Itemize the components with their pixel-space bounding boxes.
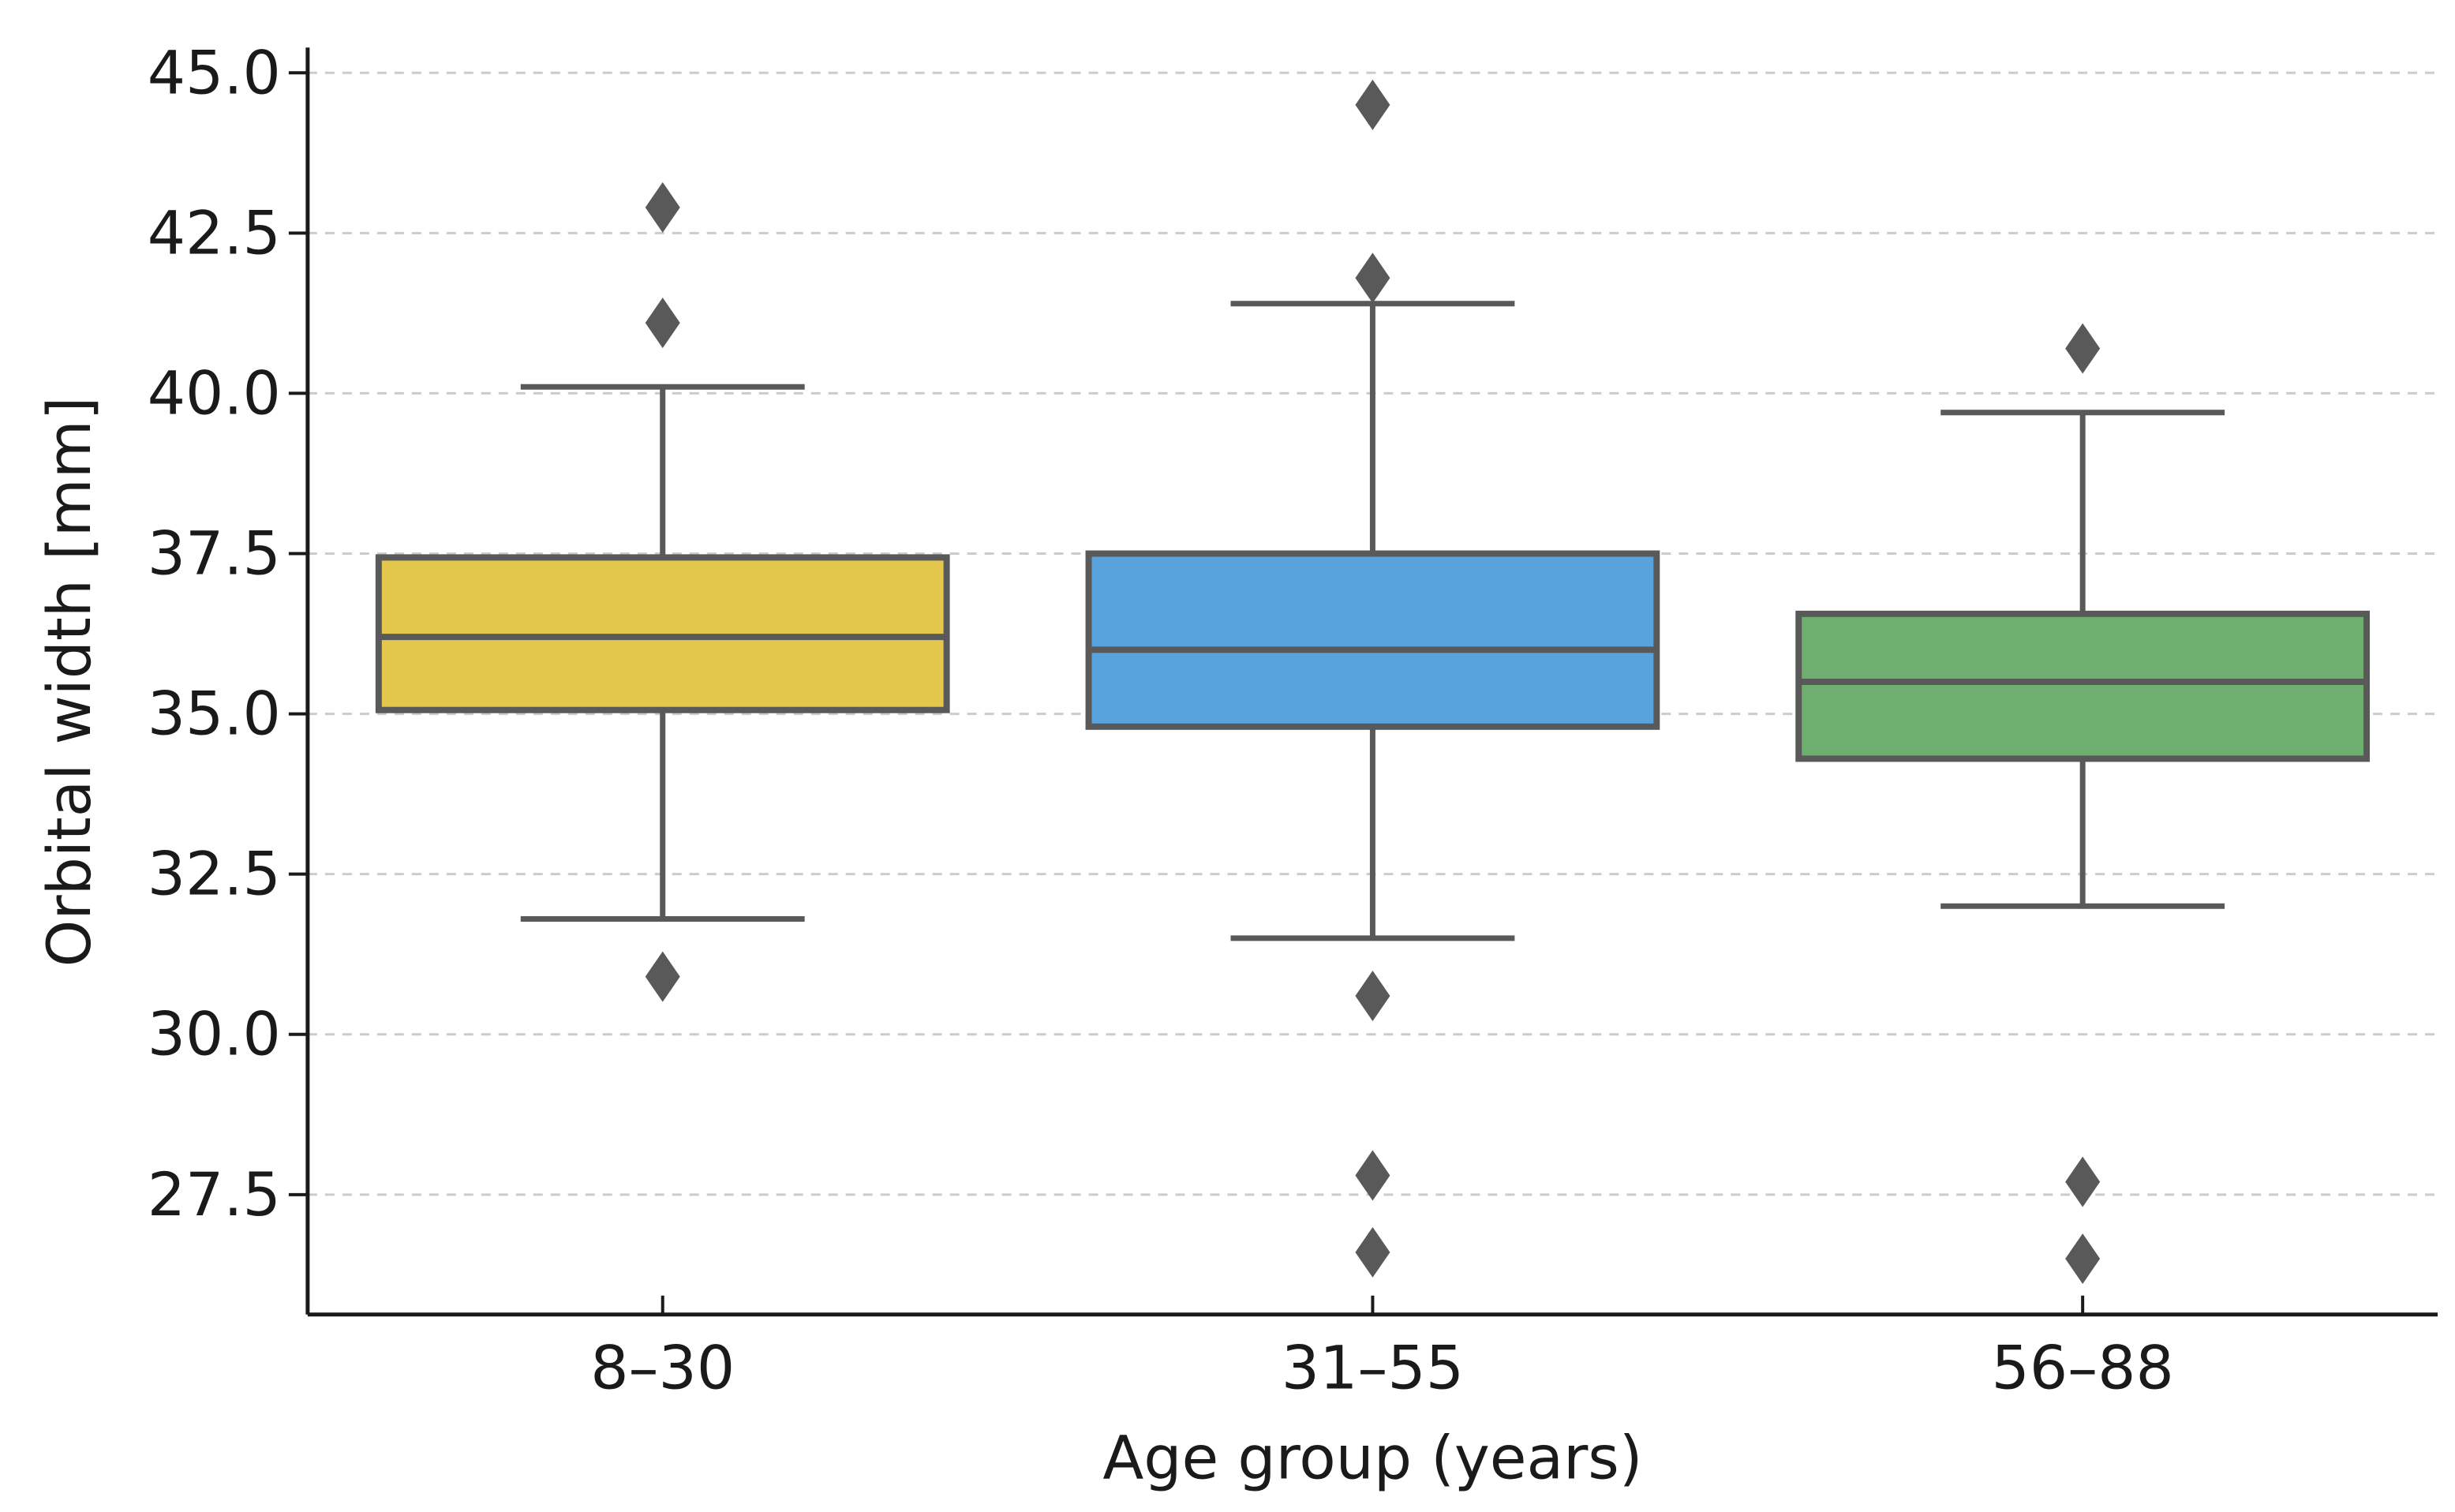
y-tick-label: 35.0 [148, 679, 281, 749]
iqr-box [375, 554, 950, 713]
box-31–55 [1085, 79, 1660, 1278]
iqr-box [1795, 610, 2371, 762]
outlier-point [1355, 253, 1390, 304]
outlier-point [1355, 1226, 1390, 1278]
x-tick-label: 31–55 [1282, 1333, 1464, 1403]
y-tick-label: 32.5 [148, 839, 281, 909]
box-8–30 [375, 182, 950, 1002]
y-axis-label: Orbital width [mm] [34, 397, 104, 967]
y-tick-label: 30.0 [148, 999, 281, 1069]
x-axis-label: Age group (years) [1102, 1423, 1642, 1493]
y-tick-label: 27.5 [148, 1159, 281, 1229]
outlier-point [645, 298, 680, 349]
iqr-box [1085, 550, 1660, 730]
outlier-point [1355, 1150, 1390, 1201]
x-tick-label: 8–30 [590, 1333, 735, 1403]
x-tick-label: 56–88 [1991, 1333, 2173, 1403]
outlier-point [2065, 1233, 2101, 1285]
boxes [375, 79, 2371, 1285]
outlier-point [1355, 971, 1390, 1021]
box-56–88 [1795, 323, 2371, 1285]
x-ticks: 8–30 31–55 56–88 [590, 1295, 2174, 1403]
y-tick-label: 42.5 [148, 197, 281, 268]
outlier-point [2065, 323, 2101, 374]
outlier-point [645, 951, 680, 1002]
outlier-point [2065, 1156, 2101, 1207]
outlier-point [1355, 79, 1390, 130]
y-tick-label: 40.0 [148, 357, 281, 428]
outlier-point [645, 182, 680, 233]
y-ticks: 27.5 30.0 32.5 35.0 37.5 40.0 42.5 45.0 [148, 37, 308, 1229]
y-tick-label: 45.0 [148, 37, 281, 107]
y-tick-label: 37.5 [148, 518, 281, 589]
